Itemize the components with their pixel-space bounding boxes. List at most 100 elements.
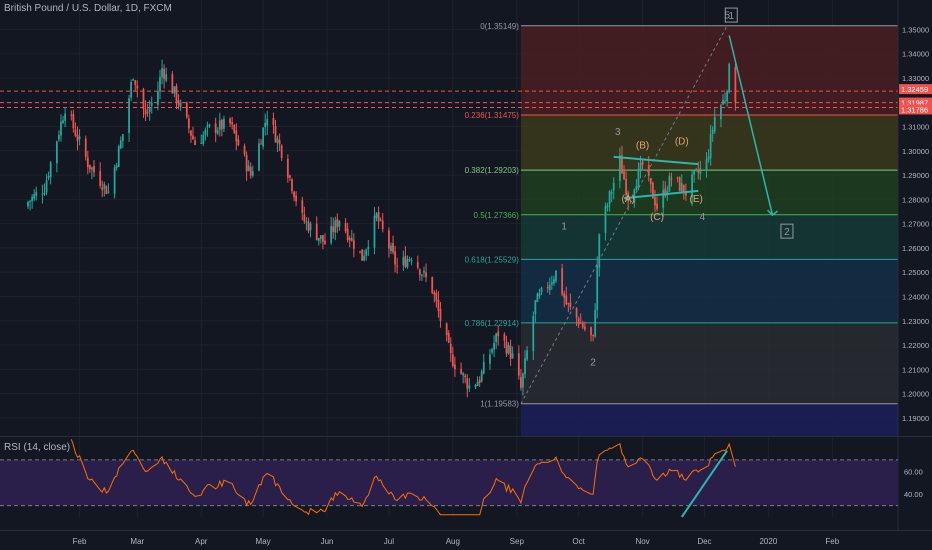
candle-body: [503, 334, 506, 341]
candle-body: [150, 102, 153, 106]
candle-body: [491, 349, 493, 353]
y-tick-label: 1.33000: [902, 74, 929, 83]
candle-body: [416, 262, 419, 268]
candle-body: [305, 221, 308, 223]
candle-body: [524, 358, 526, 375]
candle-body: [581, 323, 584, 328]
candle-body: [373, 215, 376, 248]
wave-label: (A): [621, 194, 634, 205]
candle-body: [243, 145, 246, 155]
x-tick-label: Nov: [635, 537, 649, 546]
candle-body: [121, 134, 124, 141]
candle-body: [425, 272, 427, 278]
candle-body: [361, 249, 364, 261]
candle-body: [396, 265, 399, 267]
candle-body: [262, 127, 265, 147]
wave-box: [780, 223, 794, 239]
candle-body: [577, 318, 580, 325]
x-tick-label: Oct: [572, 537, 585, 546]
fib-zone: [520, 214, 898, 260]
price-tag: [899, 97, 932, 108]
candle-body: [693, 170, 696, 175]
y-tick-label: 1.21000: [902, 365, 929, 374]
y-tick-label: 1.27000: [902, 220, 929, 229]
wave-label: (E): [690, 194, 703, 205]
candle-body: [332, 226, 335, 233]
candle-body: [307, 221, 310, 232]
candle-body: [662, 189, 665, 208]
fib-zone: [520, 403, 898, 436]
candle-body: [185, 102, 188, 118]
y-tick-label: 1.31000: [902, 123, 929, 132]
candle-body: [435, 292, 438, 302]
x-tick-label: Feb: [73, 537, 87, 546]
candle-body: [336, 218, 339, 228]
candle-body: [258, 143, 260, 171]
candle-body: [460, 369, 462, 374]
candle-body: [301, 200, 304, 214]
candle-body: [249, 167, 252, 176]
candle-body: [119, 140, 122, 149]
candle-body: [231, 122, 234, 125]
candle-body: [517, 353, 520, 376]
candle-body: [233, 125, 236, 133]
candle-body: [464, 375, 467, 378]
candle-body: [623, 171, 625, 180]
candle-body: [344, 223, 347, 232]
candle-body: [161, 68, 163, 78]
candle-body: [346, 228, 349, 241]
candle-body: [88, 164, 91, 170]
candle-body: [625, 178, 627, 196]
candle-body: [565, 295, 568, 305]
candle-body: [367, 246, 370, 250]
y-tick-label: 1.25000: [902, 268, 929, 277]
candle-body: [293, 191, 295, 198]
fib-label: 1(1.19583): [480, 400, 519, 409]
fib-label: 0(1.35149): [480, 22, 519, 31]
candle-body: [713, 116, 716, 132]
candle-body: [594, 309, 597, 337]
candle-body: [532, 316, 535, 351]
candle-body: [507, 344, 510, 354]
candle-body: [707, 156, 710, 161]
candle-body: [437, 299, 440, 311]
rsi-tick-40: 40.00: [904, 490, 923, 499]
candle-body: [272, 118, 275, 125]
triangle-lower-line: [623, 189, 699, 200]
candle-body: [583, 326, 586, 330]
candle-body: [247, 165, 250, 171]
candle-body: [598, 234, 601, 268]
fib-zone: [520, 115, 898, 171]
y-tick-label: 1.34000: [902, 50, 929, 59]
chart-title: British Pound / U.S. Dollar, 1D, FXCM: [4, 3, 172, 14]
candle-body: [41, 193, 44, 195]
candle-body: [264, 122, 267, 127]
candle-body: [520, 377, 522, 388]
candle-body: [647, 165, 650, 176]
candle-body: [352, 240, 355, 249]
candle-body: [604, 206, 607, 233]
candle-body: [43, 192, 46, 195]
x-tick-label: May: [256, 537, 271, 546]
candle-body: [684, 191, 687, 196]
candle-body: [664, 188, 667, 196]
candle-body: [388, 230, 390, 249]
wave-label: 4: [700, 212, 706, 223]
candle-body: [159, 76, 161, 92]
candle-body: [274, 125, 277, 143]
candle-body: [447, 332, 450, 343]
candles: [27, 59, 737, 398]
candle-body: [78, 136, 81, 140]
candle-body: [128, 98, 130, 133]
y-tick-label: 1.30000: [902, 147, 929, 156]
rsi-trend-line: [680, 450, 728, 518]
fib-zone: [520, 25, 898, 115]
candle-body: [639, 162, 642, 170]
x-tick-label: Dec: [697, 537, 711, 546]
candle-body: [206, 125, 209, 128]
candle-body: [177, 100, 180, 106]
candle-body: [495, 333, 498, 343]
candle-body: [175, 85, 178, 103]
y-tick-label: 1.35000: [902, 25, 929, 34]
